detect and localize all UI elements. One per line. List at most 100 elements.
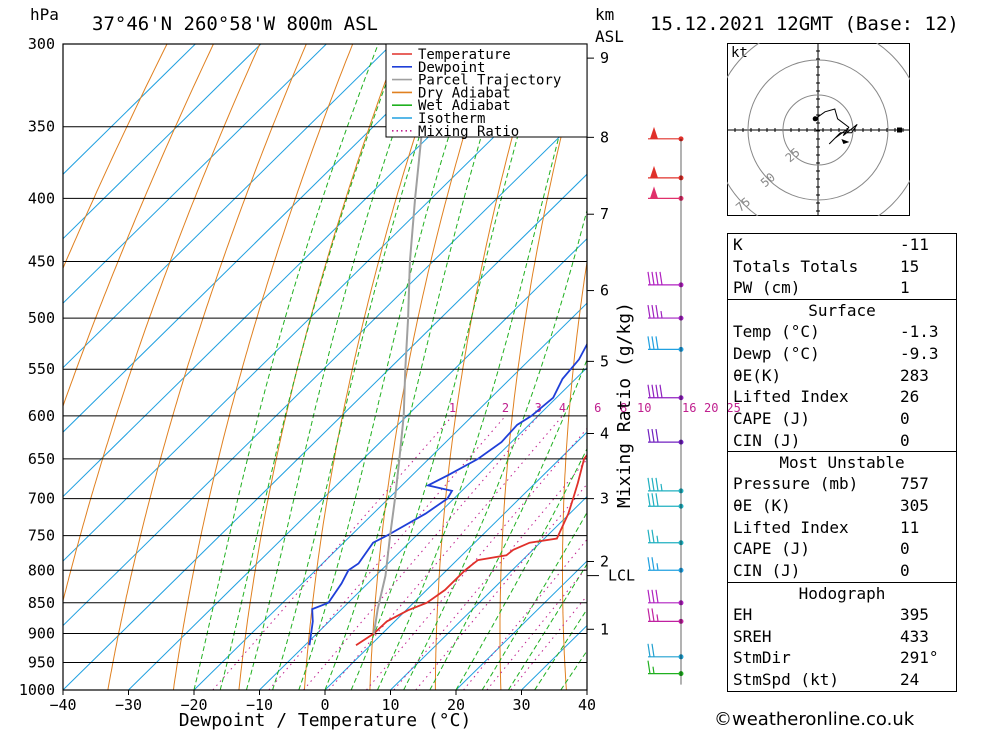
barb-flag xyxy=(655,336,659,350)
wind-barb xyxy=(647,529,684,546)
hodograph-section: Hodograph EH 395 SREH 433 StmDir 291° StmSp… xyxy=(728,581,956,691)
mixing-ratio-label: 1 xyxy=(449,401,456,415)
hodograph-marker xyxy=(897,127,902,133)
barb-flag xyxy=(659,271,663,285)
isotherm-line xyxy=(455,560,587,690)
barb-flag xyxy=(651,493,655,507)
location-title: 37°46'N 260°58'W 800m ASL xyxy=(92,13,378,35)
wet-adiabat-line xyxy=(455,447,587,690)
legend-entry: Wet Adiabat xyxy=(418,98,511,114)
index-row: PW (cm) 1 xyxy=(728,277,956,299)
index-value: -1.3 xyxy=(900,322,939,342)
wind-barb xyxy=(647,493,684,509)
indices-table: K -11 Totals Totals 15 PW (cm) 1 Surface Te… xyxy=(727,233,957,692)
index-label: CAPE (J) xyxy=(733,539,811,559)
barb-flag xyxy=(647,304,651,319)
legend-entry: Isotherm xyxy=(418,111,485,127)
wind-barb xyxy=(647,384,684,401)
wet-adiabat-line xyxy=(219,44,402,690)
barb-flag xyxy=(651,608,655,622)
mixing-ratio-label: 6 xyxy=(594,401,601,415)
parcel-trajectory-curve xyxy=(372,44,439,634)
lcl-label: LCL xyxy=(608,567,635,585)
isotherm-line xyxy=(63,44,524,498)
barb-flag xyxy=(651,384,655,398)
barb-flag xyxy=(651,304,655,319)
wind-barbs xyxy=(647,126,684,685)
barb-half-flag xyxy=(656,614,659,622)
index-row: CAPE (J) 0 xyxy=(728,538,956,560)
barb-flag xyxy=(651,477,655,491)
barb-half-flag xyxy=(656,535,659,543)
index-row: Pressure (mb) 757 xyxy=(728,473,956,495)
hodograph-wind-trace xyxy=(814,108,858,145)
barb-flag xyxy=(655,429,659,443)
temperature-tick-label: 10 xyxy=(381,696,399,714)
barb-flag xyxy=(655,477,659,491)
index-row: StmSpd (kt) 24 xyxy=(728,669,956,691)
barb-flag xyxy=(655,384,659,398)
barb-flag xyxy=(651,557,655,571)
barb-flag xyxy=(655,493,659,507)
barb-flag xyxy=(659,384,663,398)
legend-entry: Mixing Ratio xyxy=(418,124,519,140)
mixing-ratio-label: 4 xyxy=(559,401,566,415)
barb-flag xyxy=(647,477,651,491)
index-label: θE (K) xyxy=(733,496,791,516)
index-label: Lifted Index xyxy=(733,387,849,407)
isotherm-line xyxy=(63,44,458,433)
wind-barb xyxy=(648,186,684,201)
isotherm-line xyxy=(324,431,587,690)
wind-barb xyxy=(647,660,684,677)
legend-entry: Dry Adiabat xyxy=(418,85,511,101)
barb-flag xyxy=(651,643,655,657)
barb-half-flag xyxy=(660,483,663,491)
dry-adiabat-line xyxy=(107,44,307,690)
isotherm-line xyxy=(63,109,587,627)
legend-entry: Temperature xyxy=(418,47,511,63)
mixing-ratio-label: 8 xyxy=(620,401,627,415)
barb-pennant xyxy=(650,165,658,178)
index-row: Lifted Index 11 xyxy=(728,517,956,539)
isotherm-line xyxy=(63,44,393,369)
pressure-tick-label: 900 xyxy=(28,625,55,643)
mixing-ratio-line xyxy=(328,415,563,690)
height-tick-label: 8 xyxy=(600,128,609,146)
wet-adiabat-line xyxy=(350,44,545,690)
barb-pennant xyxy=(650,186,658,199)
pressure-tick-label: 500 xyxy=(28,309,55,327)
wind-barb xyxy=(648,165,684,181)
index-value: 0 xyxy=(900,561,910,581)
index-row: EH 395 xyxy=(728,604,956,626)
pressure-tick-label: 400 xyxy=(28,189,55,207)
barb-flag xyxy=(647,643,651,657)
mixing-ratio-line xyxy=(303,415,539,690)
index-value: 26 xyxy=(900,387,920,407)
wind-barb xyxy=(647,589,684,606)
pressure-tick-label: 750 xyxy=(28,527,55,545)
wet-adiabat-line xyxy=(245,44,426,690)
pressure-tick-label: 300 xyxy=(28,35,55,53)
wind-barb xyxy=(647,557,684,573)
index-value: 0 xyxy=(900,430,910,450)
temperature-tick-label: −10 xyxy=(246,696,273,714)
pressure-tick-label: 650 xyxy=(28,450,55,468)
index-label: PW (cm) xyxy=(733,278,801,298)
index-label: CIN (J) xyxy=(733,430,801,450)
pressure-unit-label: hPa xyxy=(30,5,59,24)
datetime-title: 15.12.2021 12GMT (Base: 12) xyxy=(650,13,959,35)
wind-barb xyxy=(647,477,684,494)
height-tick-label: 6 xyxy=(600,282,609,300)
index-value: 15 xyxy=(900,256,920,276)
surface-section: Surface Temp (°C) -1.3 Dewp (°C) -9.3 θE(K… xyxy=(728,299,956,451)
index-label: Dewp (°C) xyxy=(733,343,820,363)
dry-adiabat-line xyxy=(63,44,214,408)
index-row: CIN (J) 0 xyxy=(728,430,956,452)
pressure-tick-label: 450 xyxy=(28,253,55,271)
dry-adiabat-line xyxy=(63,44,168,270)
mixing-ratio-label: 20 xyxy=(704,401,718,415)
dry-adiabat-line xyxy=(63,44,261,603)
